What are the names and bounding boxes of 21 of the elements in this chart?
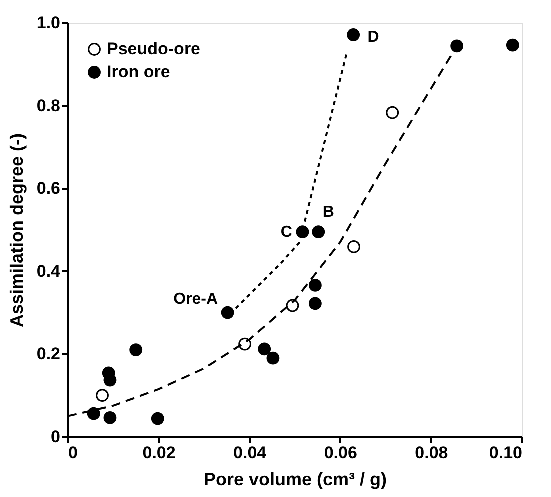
x-tick-label: 0.10 xyxy=(489,444,522,462)
x-tick-label: 0.02 xyxy=(142,444,176,462)
y-tick-label: 0.8 xyxy=(36,96,60,116)
annotation: B xyxy=(322,204,334,222)
y-tick-label: 1.0 xyxy=(36,14,60,32)
x-axis-title: Pore volume (cm³ / g) xyxy=(204,470,388,490)
x-tick-label: 0.06 xyxy=(324,444,358,462)
annotation: C xyxy=(280,224,293,242)
x-tick-label: 0.04 xyxy=(234,444,268,462)
y-axis-title: Assimilation degree (-) xyxy=(6,133,27,328)
line-series xyxy=(234,239,303,310)
y-tick-label: 0.4 xyxy=(36,262,62,281)
y-tick-label: 0.2 xyxy=(36,344,60,364)
x-tick-label: 0.08 xyxy=(415,444,448,462)
annotation: Ore-A xyxy=(174,290,218,308)
x-tick-label: 0 xyxy=(68,444,78,462)
y-tick-label: 0.6 xyxy=(36,179,60,198)
annotation: D xyxy=(368,29,380,46)
y-tick-label: 0 xyxy=(51,428,60,446)
legend-label: Iron ore xyxy=(107,62,170,82)
legend-label: Pseudo-ore xyxy=(107,40,201,58)
